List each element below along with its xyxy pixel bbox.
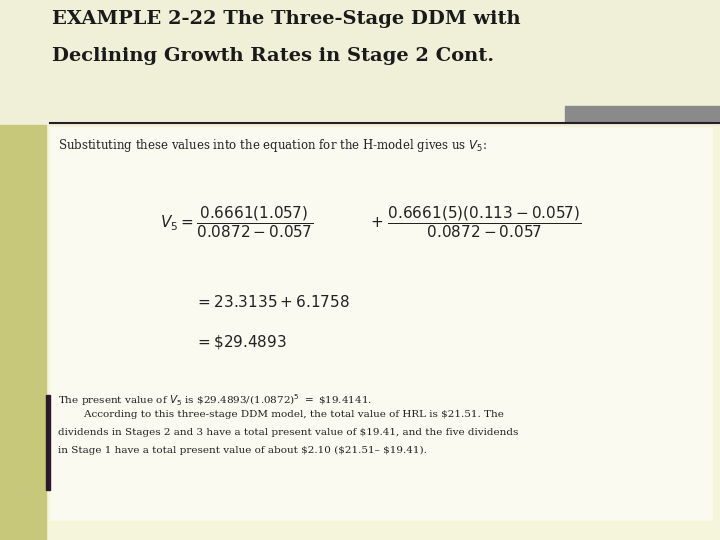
Text: EXAMPLE 2-22 The Three-Stage DDM with: EXAMPLE 2-22 The Three-Stage DDM with bbox=[52, 10, 521, 28]
Bar bbox=[50, 127, 712, 520]
Text: dividends in Stages 2 and 3 have a total present value of $19.41, and the five d: dividends in Stages 2 and 3 have a total… bbox=[58, 428, 518, 437]
Text: in Stage 1 have a total present value of about $2.10 ($21.51– $19.41).: in Stage 1 have a total present value of… bbox=[58, 446, 427, 455]
Text: Declining Growth Rates in Stage 2 Cont.: Declining Growth Rates in Stage 2 Cont. bbox=[52, 47, 494, 65]
Text: $= \$29.4893$: $= \$29.4893$ bbox=[195, 333, 287, 351]
Bar bbox=[0, 125, 46, 540]
Text: According to this three-stage DDM model, the total value of HRL is $21.51. The: According to this three-stage DDM model,… bbox=[58, 410, 504, 419]
Bar bbox=[0, 0, 720, 125]
Text: The present value of $V_5$ is \$29.4893/(1.0872)$^5$ $=$ \$19.4141.: The present value of $V_5$ is \$29.4893/… bbox=[58, 392, 372, 408]
Text: $V_5 = \dfrac{0.6661(1.057)}{0.0872 - 0.057}$: $V_5 = \dfrac{0.6661(1.057)}{0.0872 - 0.… bbox=[160, 204, 313, 240]
Text: $+\ \dfrac{0.6661(5)(0.113 - 0.057)}{0.0872 - 0.057}$: $+\ \dfrac{0.6661(5)(0.113 - 0.057)}{0.0… bbox=[370, 204, 582, 240]
Text: Substituting these values into the equation for the H-model gives us $V_5$:: Substituting these values into the equat… bbox=[58, 137, 487, 154]
Bar bbox=[46, 395, 50, 490]
Text: $= 23.3135 + 6.1758$: $= 23.3135 + 6.1758$ bbox=[195, 294, 350, 310]
Bar bbox=[565, 106, 720, 122]
